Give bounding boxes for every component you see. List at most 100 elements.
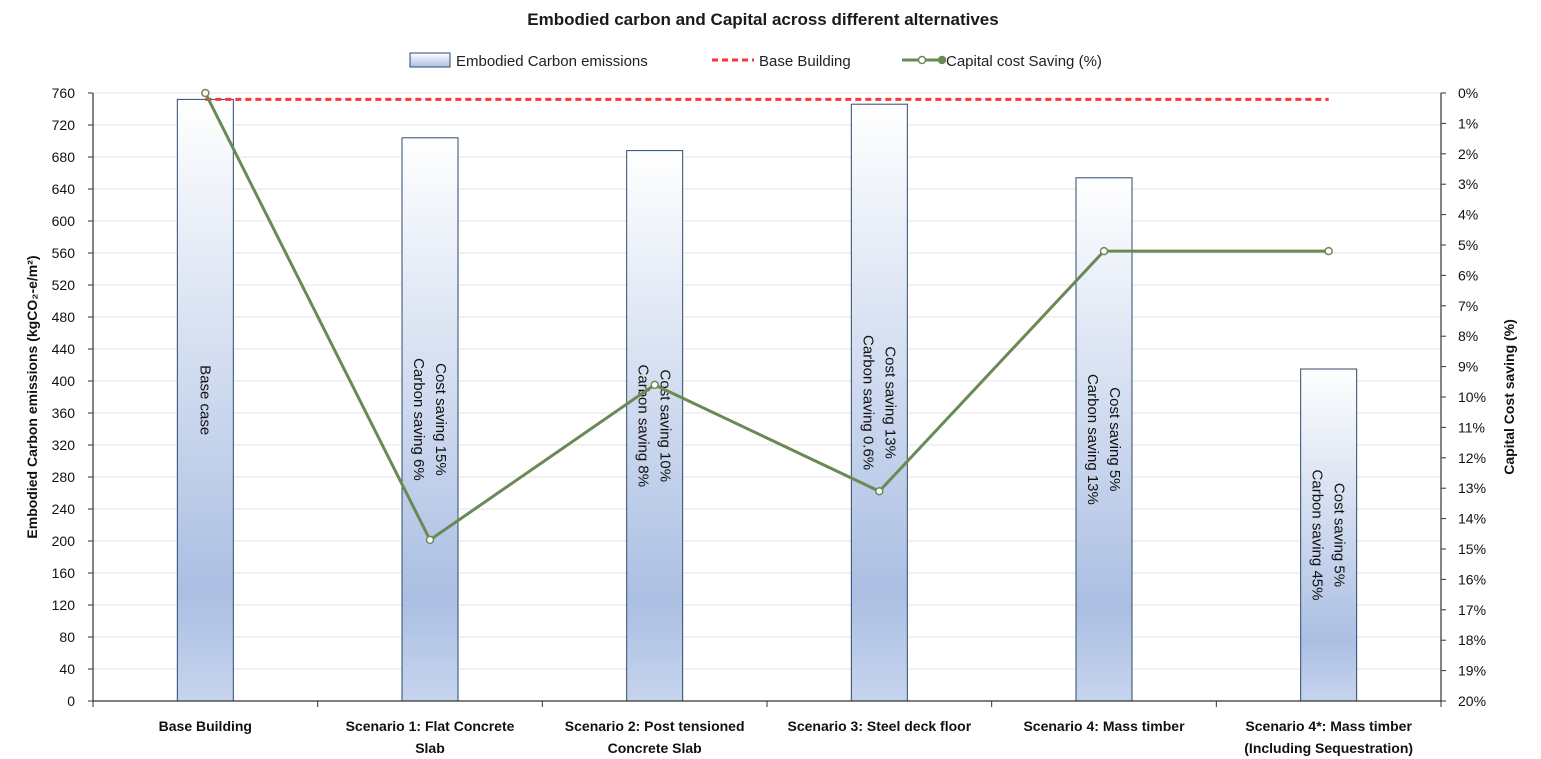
bar-label-line: Cost saving 5% bbox=[1331, 483, 1348, 587]
y2-tick-label: 18% bbox=[1458, 632, 1486, 648]
cost-saving-line bbox=[201, 88, 1333, 545]
bar-label-line: Cost saving 15% bbox=[432, 363, 449, 476]
x-category-label-line: Slab bbox=[415, 740, 445, 756]
bar-label: Carbon saving 45% Cost saving 5% bbox=[1309, 470, 1348, 601]
y-tick-label: 80 bbox=[59, 629, 75, 645]
y-tick-label: 480 bbox=[52, 309, 76, 325]
bar-label-line: Cost saving 5% bbox=[1106, 387, 1123, 491]
axes bbox=[92, 93, 1442, 707]
bar bbox=[1075, 177, 1133, 702]
y2-tick-label: 8% bbox=[1458, 328, 1478, 344]
y-tick-label: 320 bbox=[52, 437, 76, 453]
bar-labels: Base case Carbon saving 6% Cost saving 15%… bbox=[196, 335, 1347, 600]
bar-label-line: Carbon saving 45% bbox=[1309, 470, 1326, 601]
y-tick-label: 0 bbox=[67, 693, 75, 709]
y2-tick-label: 5% bbox=[1458, 237, 1478, 253]
y-tick-label: 240 bbox=[52, 501, 76, 517]
y2-axis-label: Capital Cost saving (%) bbox=[1501, 319, 1517, 475]
cost-saving-point bbox=[875, 486, 884, 496]
bar-label-line: Carbon saving 8% bbox=[635, 365, 652, 488]
legend-swatch-embodied-carbon bbox=[409, 52, 451, 68]
y2-tick-label: 6% bbox=[1458, 267, 1478, 283]
y2-tick-label: 11% bbox=[1458, 419, 1485, 435]
y-tick-label: 160 bbox=[52, 565, 76, 581]
x-axis-categories: Base Building Scenario 1: Flat Concrete Sl… bbox=[159, 718, 1413, 756]
y-tick-label: 720 bbox=[52, 117, 76, 133]
x-category-label-line: (Including Sequestration) bbox=[1244, 740, 1413, 756]
cost-saving-point bbox=[201, 88, 210, 98]
y-tick-label: 440 bbox=[52, 341, 76, 357]
y2-tick-label: 0% bbox=[1458, 85, 1478, 101]
chart-title: Embodied carbon and Capital across diffe… bbox=[527, 10, 998, 29]
x-category-label: Scenario 1: Flat Concrete Slab bbox=[346, 718, 515, 756]
y2-tick-label: 17% bbox=[1458, 602, 1486, 618]
x-category-label: Scenario 4: Mass timber bbox=[1023, 718, 1185, 734]
y2-tick-label: 4% bbox=[1458, 207, 1478, 223]
y2-tick-label: 14% bbox=[1458, 511, 1486, 527]
y2-tick-label: 2% bbox=[1458, 146, 1478, 162]
cost-saving-polyline bbox=[203, 92, 1329, 543]
y-tick-label: 360 bbox=[52, 405, 76, 421]
y-tick-label: 680 bbox=[52, 149, 76, 165]
x-category-label-line: Concrete Slab bbox=[608, 740, 702, 756]
bar-label-line: Cost saving 10% bbox=[657, 370, 674, 483]
bar-label: Carbon saving 6% Cost saving 15% bbox=[410, 358, 449, 481]
y-tick-label: 40 bbox=[59, 661, 75, 677]
y-tick-label: 400 bbox=[52, 373, 76, 389]
bar-label-line: Carbon saving 6% bbox=[410, 358, 427, 481]
y-axis-label: Embodied Carbon emissions (kgCO₂-e/m²) bbox=[24, 255, 40, 538]
x-category-label-line: Base Building bbox=[159, 718, 252, 734]
bar-label-line: Carbon saving 13% bbox=[1084, 374, 1101, 505]
x-category-label-line: Scenario 2: Post tensioned bbox=[565, 718, 745, 734]
bar-label-line: Carbon saving 0.6% bbox=[859, 335, 876, 470]
cost-saving-point bbox=[650, 380, 659, 390]
x-category-label: Scenario 2: Post tensioned Concrete Slab bbox=[565, 718, 745, 756]
y-tick-label: 600 bbox=[52, 213, 76, 229]
y2-tick-label: 12% bbox=[1458, 450, 1486, 466]
y2-tick-label: 20% bbox=[1458, 693, 1486, 709]
y-axis-ticks: 0 40 80 120 160 200 240 280 320 360 400 440 480 520 56… bbox=[52, 85, 93, 709]
x-category-label: Base Building bbox=[159, 718, 252, 734]
x-category-label: Scenario 4*: Mass timber (Including Seque… bbox=[1244, 718, 1413, 756]
y2-tick-label: 7% bbox=[1458, 298, 1478, 314]
legend: Embodied Carbon emissions Base Building … bbox=[409, 52, 1102, 70]
y-tick-label: 280 bbox=[52, 469, 76, 485]
y2-tick-label: 19% bbox=[1458, 663, 1486, 679]
y2-tick-label: 1% bbox=[1458, 115, 1478, 131]
y2-tick-label: 10% bbox=[1458, 389, 1486, 405]
x-category-label-line: Scenario 3: Steel deck floor bbox=[788, 718, 972, 734]
x-category-label: Scenario 3: Steel deck floor bbox=[788, 718, 972, 734]
y-tick-label: 200 bbox=[52, 533, 76, 549]
legend-swatch-cost-saving-marker bbox=[917, 55, 927, 65]
x-category-label-line: Scenario 1: Flat Concrete bbox=[346, 718, 515, 734]
bar-label: Base case bbox=[196, 365, 213, 435]
bar-label-line: Cost saving 13% bbox=[881, 346, 898, 459]
y2-tick-label: 16% bbox=[1458, 571, 1486, 587]
y2-tick-label: 3% bbox=[1458, 176, 1478, 192]
legend-label-base-building: Base Building bbox=[759, 53, 851, 70]
legend-label-embodied-carbon: Embodied Carbon emissions bbox=[456, 53, 648, 70]
x-category-label-line: Scenario 4: Mass timber bbox=[1023, 718, 1185, 734]
bar-label: Carbon saving 13% Cost saving 5% bbox=[1084, 374, 1123, 505]
x-category-label-line: Scenario 4*: Mass timber bbox=[1245, 718, 1412, 734]
y2-tick-label: 9% bbox=[1458, 359, 1478, 375]
cost-saving-point bbox=[1324, 246, 1333, 256]
legend-swatch-cost-saving-marker-2 bbox=[937, 55, 947, 65]
bar bbox=[626, 150, 684, 702]
y-tick-label: 560 bbox=[52, 245, 76, 261]
y-tick-label: 520 bbox=[52, 277, 76, 293]
y2-tick-label: 15% bbox=[1458, 541, 1486, 557]
gridlines bbox=[93, 92, 1441, 702]
bars bbox=[176, 98, 1358, 702]
y-tick-label: 760 bbox=[52, 85, 76, 101]
bar bbox=[1300, 368, 1358, 702]
y2-tick-label: 13% bbox=[1458, 480, 1486, 496]
bar bbox=[176, 98, 234, 702]
y-tick-label: 120 bbox=[52, 597, 76, 613]
y-tick-label: 640 bbox=[52, 181, 76, 197]
bar-label-line: Base case bbox=[196, 365, 213, 435]
cost-saving-point bbox=[425, 535, 435, 545]
legend-label-cost-saving: Capital cost Saving (%) bbox=[946, 53, 1102, 70]
bar-label: Carbon saving 0.6% Cost saving 13% bbox=[859, 335, 898, 470]
